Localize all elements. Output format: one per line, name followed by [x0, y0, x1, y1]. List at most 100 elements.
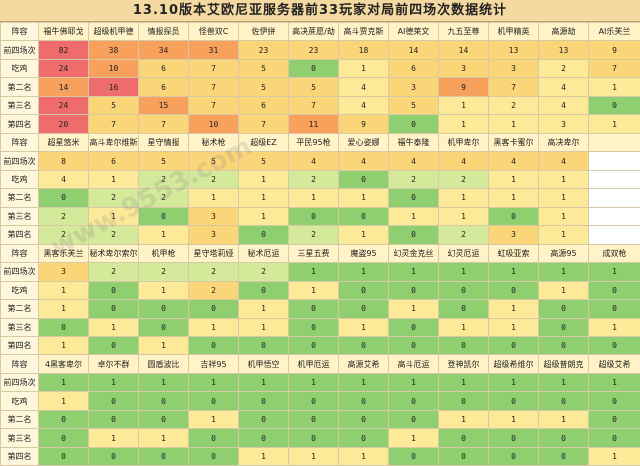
value-cell: 1 — [239, 170, 289, 188]
row-label: 吃鸡 — [1, 392, 39, 410]
value-cell: 0 — [489, 429, 539, 447]
value-cell: 0 — [539, 300, 589, 318]
value-cell: 1 — [389, 373, 439, 391]
value-cell: 4 — [339, 152, 389, 170]
value-cell: 1 — [189, 410, 239, 428]
header-label: 阵容 — [1, 355, 39, 373]
value-cell: 24 — [39, 59, 89, 77]
value-cell: 0 — [589, 300, 640, 318]
value-cell: 1 — [39, 281, 89, 299]
value-cell: 0 — [389, 189, 439, 207]
value-cell: 6 — [89, 152, 139, 170]
value-cell: 1 — [489, 189, 539, 207]
lineup-name-cell: 黑客卡蜜尔 — [489, 133, 539, 151]
row-label: 第二名 — [1, 410, 39, 428]
value-cell: 0 — [589, 392, 640, 410]
row-label: 第四名 — [1, 226, 39, 244]
value-cell: 1 — [439, 373, 489, 391]
row-label: 第四名 — [1, 115, 39, 133]
value-cell: 1 — [539, 263, 589, 281]
value-cell: 0 — [339, 207, 389, 225]
value-cell: 1 — [489, 373, 539, 391]
lineup-name-cell: 秘术卑尔索尔 — [89, 244, 139, 262]
value-cell: 0 — [189, 300, 239, 318]
value-cell: 6 — [139, 78, 189, 96]
value-cell: 6 — [239, 96, 289, 114]
value-cell: 0 — [489, 207, 539, 225]
value-cell: 14 — [439, 41, 489, 59]
value-cell: 2 — [89, 263, 139, 281]
value-cell: 5 — [239, 152, 289, 170]
value-cell: 1 — [289, 263, 339, 281]
value-cell: 31 — [189, 41, 239, 59]
value-cell: 1 — [589, 447, 640, 465]
value-cell: 1 — [389, 300, 439, 318]
value-cell: 0 — [89, 392, 139, 410]
value-cell: 7 — [189, 78, 239, 96]
value-cell: 1 — [239, 318, 289, 336]
value-cell — [589, 152, 640, 170]
value-cell: 14 — [39, 78, 89, 96]
row-label: 第四名 — [1, 447, 39, 465]
value-cell: 0 — [389, 226, 439, 244]
value-cell: 1 — [239, 300, 289, 318]
value-cell: 1 — [439, 318, 489, 336]
value-cell: 1 — [589, 263, 640, 281]
header-label: 阵容 — [1, 23, 39, 41]
value-cell: 0 — [189, 336, 239, 354]
value-cell: 1 — [89, 373, 139, 391]
value-cell: 4 — [439, 152, 489, 170]
value-cell: 23 — [239, 41, 289, 59]
lineup-name-cell: 高源95 — [539, 244, 589, 262]
value-cell: 0 — [89, 447, 139, 465]
row-label: 第四名 — [1, 336, 39, 354]
value-cell: 0 — [89, 300, 139, 318]
value-cell: 0 — [239, 392, 289, 410]
value-cell: 1 — [139, 373, 189, 391]
value-cell: 9 — [339, 115, 389, 133]
value-cell: 1 — [489, 263, 539, 281]
value-cell: 2 — [539, 59, 589, 77]
value-cell: 4 — [289, 152, 339, 170]
lineup-name-cell: 机甲悟空 — [239, 355, 289, 373]
value-cell: 11 — [289, 115, 339, 133]
value-cell: 1 — [289, 189, 339, 207]
value-cell: 2 — [139, 189, 189, 207]
value-cell: 1 — [489, 115, 539, 133]
value-cell: 2 — [189, 281, 239, 299]
value-cell: 7 — [189, 59, 239, 77]
value-cell: 1 — [539, 373, 589, 391]
row-label: 前四场次 — [1, 373, 39, 391]
value-cell: 2 — [489, 96, 539, 114]
value-cell: 1 — [489, 300, 539, 318]
value-cell: 2 — [439, 170, 489, 188]
lineup-name-cell: 幻灵厄运 — [439, 244, 489, 262]
value-cell: 1 — [139, 429, 189, 447]
lineup-name-cell: 魔盗95 — [339, 244, 389, 262]
value-cell: 1 — [139, 226, 189, 244]
value-cell: 1 — [489, 318, 539, 336]
value-cell: 0 — [239, 226, 289, 244]
value-cell: 1 — [339, 373, 389, 391]
value-cell: 0 — [39, 189, 89, 207]
lineup-name-cell: 福牛泰隆 — [389, 133, 439, 151]
value-cell: 1 — [239, 447, 289, 465]
value-cell: 1 — [339, 318, 389, 336]
value-cell: 0 — [139, 207, 189, 225]
value-cell: 2 — [39, 207, 89, 225]
lineup-name-cell: 超级EZ — [239, 133, 289, 151]
value-cell: 38 — [89, 41, 139, 59]
lineup-name-cell: 吉祥95 — [189, 355, 239, 373]
value-cell — [589, 207, 640, 225]
lineup-name-cell: 九五至尊 — [439, 23, 489, 41]
row-label: 吃鸡 — [1, 59, 39, 77]
